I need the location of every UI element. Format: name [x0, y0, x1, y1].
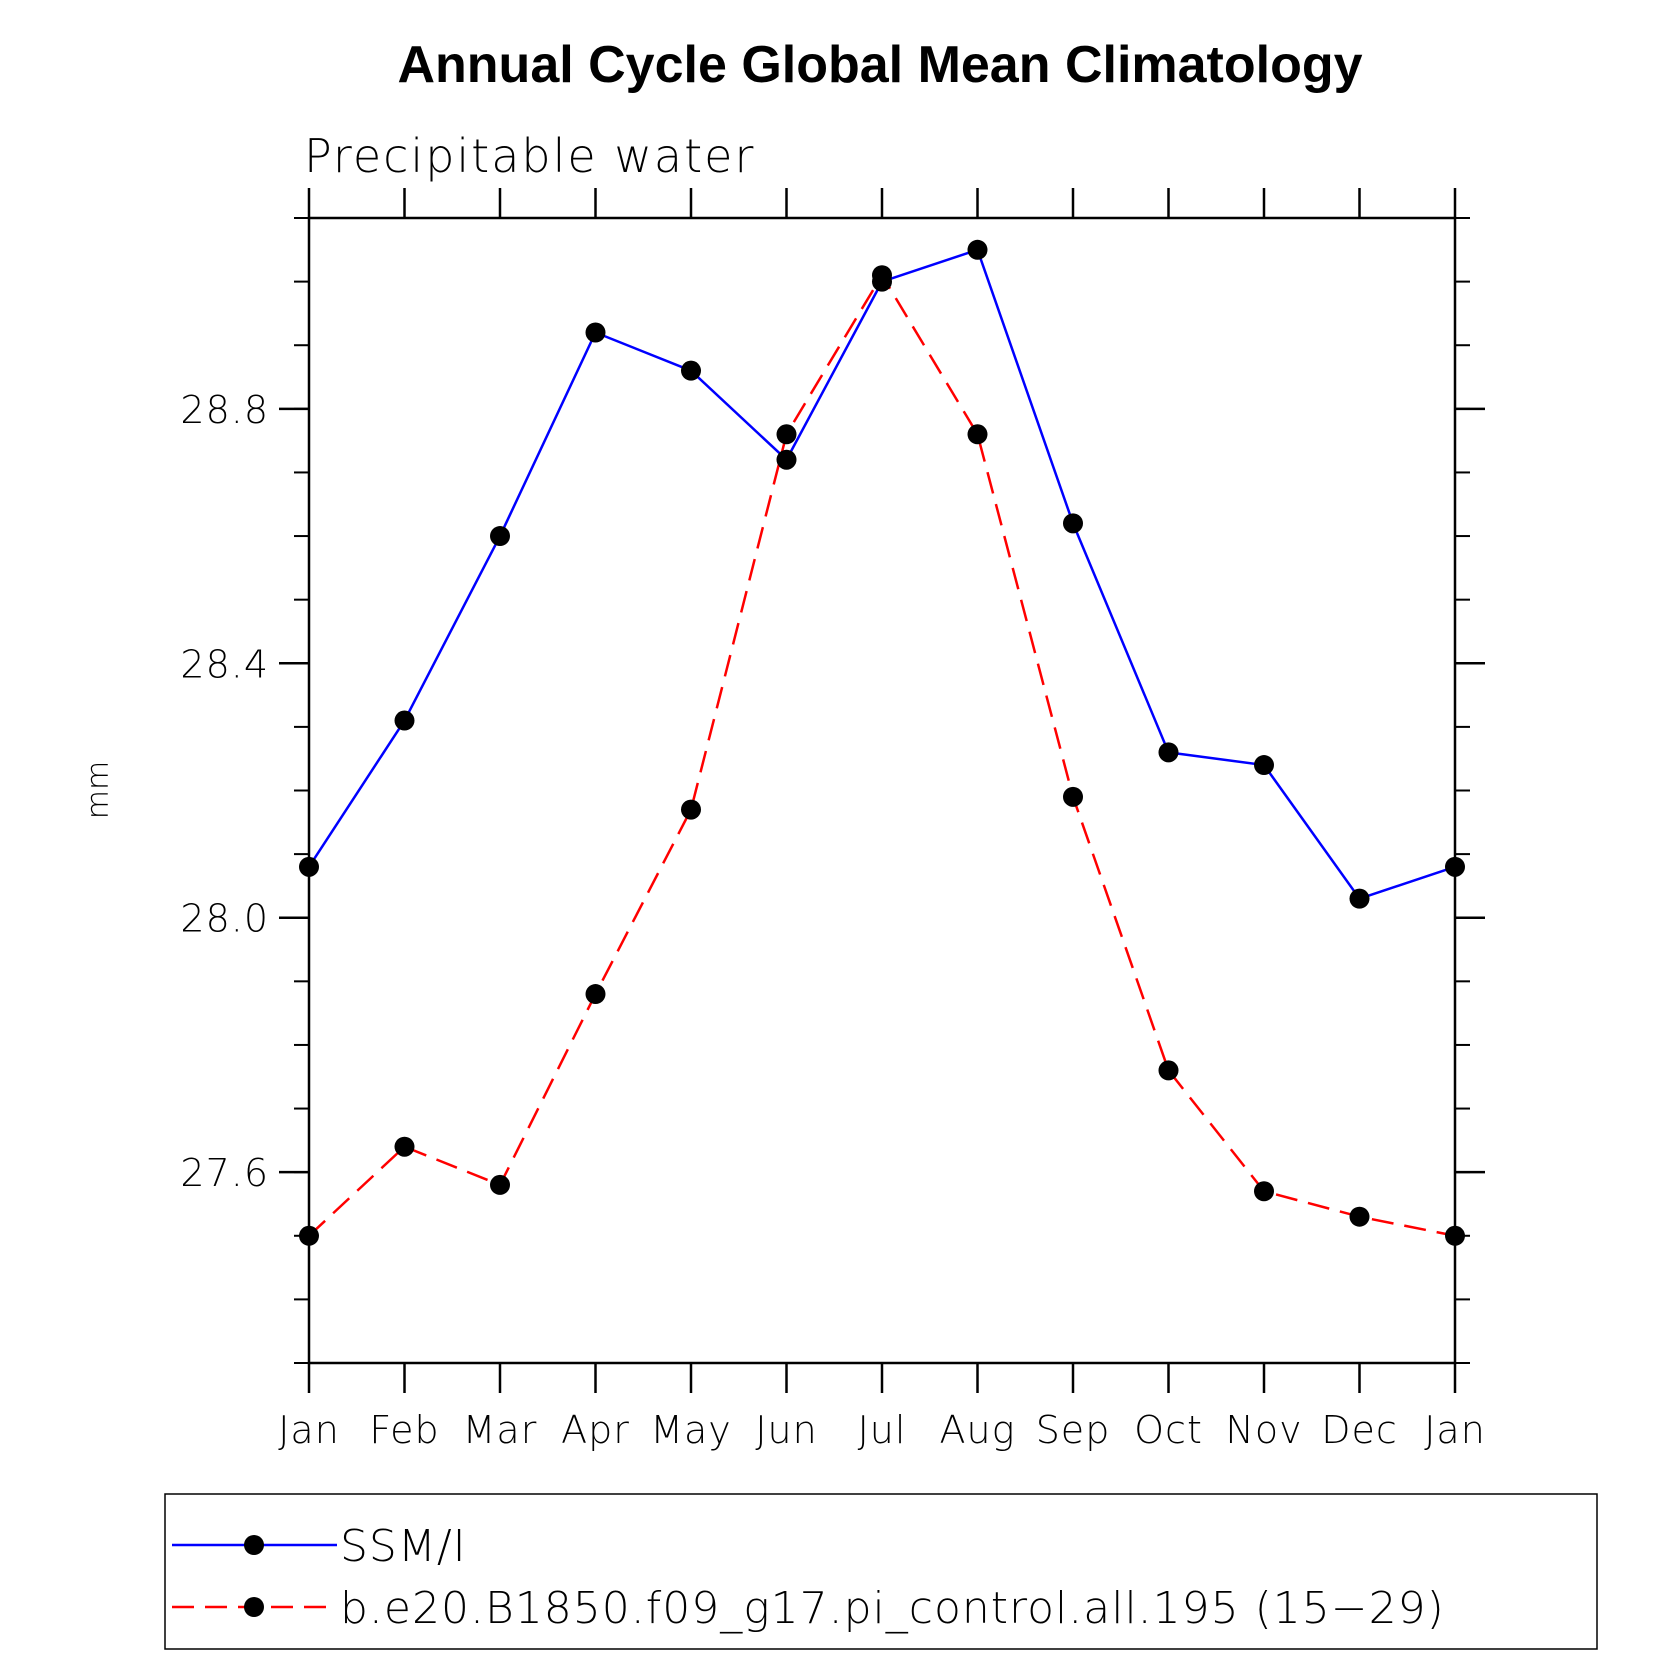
- x-tick-label: Nov: [1225, 1408, 1302, 1452]
- x-tick-label: Mar: [463, 1408, 538, 1452]
- x-tick-label: Sep: [1036, 1408, 1111, 1452]
- data-point-series-1: [1063, 513, 1083, 534]
- x-tick-label: Dec: [1321, 1408, 1398, 1452]
- chart-title: Annual Cycle Global Mean Climatology: [397, 36, 1362, 94]
- y-tick-label: 28.4: [180, 642, 269, 686]
- data-point-series-1: [681, 360, 701, 381]
- y-tick-label: 28.0: [180, 897, 269, 941]
- series-markers: [299, 239, 1465, 1246]
- x-tick-label: Aug: [940, 1408, 1016, 1452]
- chart-subtitle: Precipitable water: [304, 129, 755, 183]
- data-point-series-1: [1158, 742, 1179, 763]
- data-point-series-2: [585, 984, 606, 1005]
- data-point-series-2: [490, 1174, 510, 1195]
- data-point-series-1: [1254, 755, 1274, 776]
- x-tick-label: Oct: [1134, 1408, 1203, 1452]
- data-point-series-2: [1254, 1181, 1274, 1202]
- legend-marker-1: [244, 1535, 264, 1555]
- legend-box: [164, 1493, 1598, 1650]
- x-tick-label: Jan: [278, 1408, 340, 1452]
- legend-label-2: b.e20.B1850.f09_g17.pi_control.all.195 (…: [340, 1583, 1445, 1634]
- data-point-series-1: [1445, 856, 1465, 877]
- data-point-series-1: [585, 322, 606, 343]
- y-tick-label: 27.6: [180, 1151, 269, 1195]
- data-point-series-1: [1349, 888, 1370, 909]
- x-tick-label: Jun: [755, 1408, 817, 1452]
- legend-marker-2: [244, 1597, 264, 1617]
- data-point-series-2: [1445, 1225, 1465, 1246]
- data-point-series-2: [681, 799, 701, 820]
- axes: Jan Feb Mar Apr May Jun Jul Aug Sep Oct Nov Dec Jan 2…: [180, 188, 1485, 1452]
- x-tick-label: Feb: [369, 1408, 439, 1452]
- data-point-series-2: [299, 1225, 319, 1246]
- legend-label-1: SSM/I: [340, 1521, 467, 1572]
- x-tick-label: Apr: [561, 1408, 630, 1452]
- x-tick-label: May: [650, 1408, 732, 1452]
- x-tick-label: Jul: [858, 1408, 907, 1452]
- data-point-series-2: [1158, 1060, 1179, 1081]
- data-point-series-1: [490, 526, 510, 547]
- data-point-series-1: [967, 239, 988, 260]
- data-point-series-2: [1063, 786, 1083, 807]
- data-point-series-2: [776, 424, 797, 445]
- data-point-series-1: [776, 449, 797, 470]
- data-point-series-1: [394, 710, 415, 731]
- data-point-series-2: [1349, 1206, 1370, 1227]
- data-point-series-2: [394, 1136, 415, 1157]
- data-point-series-1: [299, 856, 319, 877]
- legend-items: SSM/I b.e20.B1850.f09_g17.pi_control.all.…: [172, 1521, 1445, 1634]
- data-point-series-2: [967, 424, 988, 445]
- y-tick-label: 28.8: [180, 388, 269, 432]
- legend: SSM/I b.e20.B1850.f09_g17.pi_control.all.…: [164, 1493, 1598, 1650]
- x-tick-label: Jan: [1424, 1408, 1486, 1452]
- data-point-series-2: [872, 265, 892, 286]
- y-axis-label: mm: [81, 761, 116, 819]
